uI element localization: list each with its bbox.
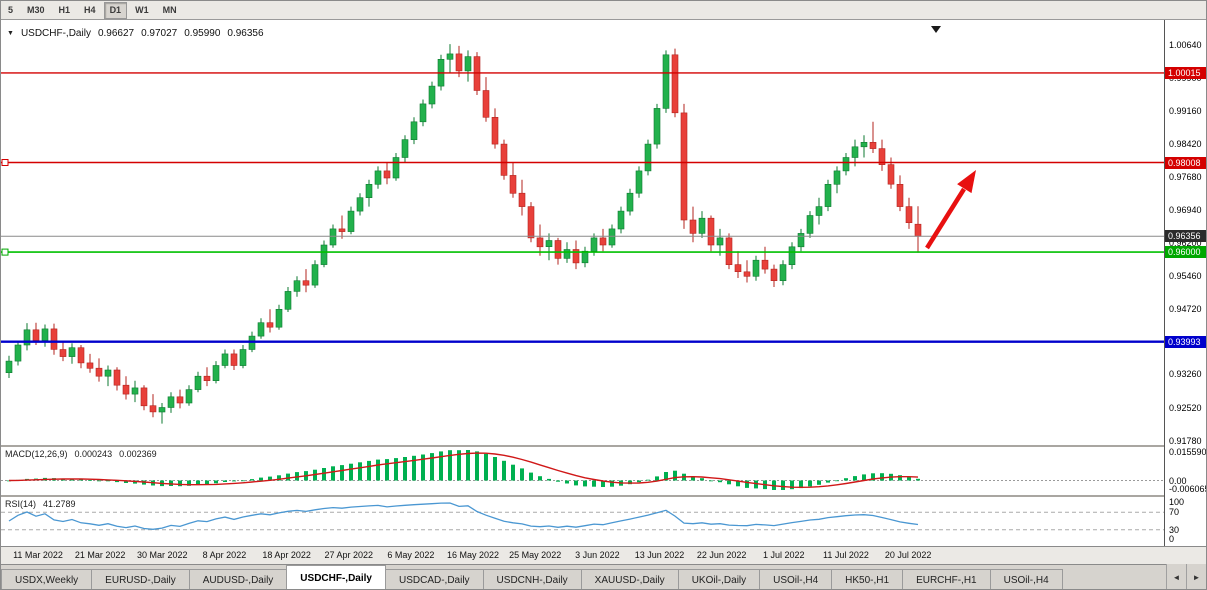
price-axis-tick: 100 — [1169, 497, 1185, 507]
timeframe-button-h4[interactable]: H4 — [84, 5, 96, 15]
date-axis-tick: 25 May 2022 — [509, 550, 562, 560]
symbol-tab-eurusd-daily[interactable]: EURUSD-,Daily — [91, 569, 190, 589]
macd-label: MACD(12,26,9) 0.000243 0.002369 — [5, 449, 157, 459]
date-axis-tick: 11 Mar 2022 — [13, 550, 63, 560]
date-axis-tick: 18 Apr 2022 — [262, 550, 311, 560]
date-axis-tick: 13 Jun 2022 — [634, 550, 685, 560]
date-axis-tick: 11 Jul 2022 — [823, 550, 869, 560]
symbol-tab-audusd-daily[interactable]: AUDUSD-,Daily — [188, 569, 288, 589]
rsi-plot[interactable] — [1, 497, 1164, 545]
symbol-tab-usoil-h4[interactable]: USOil-,H4 — [759, 569, 833, 589]
symbol-tab-bar: USDX,Weekly EURUSD-,Daily AUDUSD-,Daily USD… — [1, 564, 1206, 589]
rsi-label: RSI(14) 41.2789 — [5, 499, 76, 509]
date-axis-tick: 20 Jul 2022 — [884, 550, 932, 560]
chevron-down-icon: ▼ — [7, 30, 14, 37]
symbol-tab-usdcnh-daily[interactable]: USDCNH-,Daily — [482, 569, 582, 589]
legend-symbol: USDCHF-,Daily — [20, 28, 91, 39]
price-axis-tick: 0.96200 — [1169, 238, 1202, 249]
date-axis[interactable]: 11 Mar 2022 21 Mar 2022 30 Mar 2022 8 Apr 2… — [1, 546, 1206, 564]
price-line-label: 0.96000 — [1165, 246, 1206, 259]
chart-legend: ▼ USDCHF-,Daily 0.96627 0.97027 0.95990 … — [7, 28, 264, 39]
chart-area: ▼ USDCHF-,Daily 0.96627 0.97027 0.95990 … — [1, 20, 1164, 546]
price-axis-tick: 0.95460 — [1169, 271, 1202, 282]
price-axis-tick: 70 — [1169, 507, 1180, 518]
legend-open: 0.96627 — [97, 28, 135, 39]
symbol-tab-usoil-h4[interactable]: USOil-,H4 — [989, 569, 1063, 589]
tab-scroll-right-icon[interactable]: ► — [1186, 564, 1206, 589]
price-axis-tick: 0.99160 — [1169, 106, 1202, 117]
price-axis-tick: 0.97680 — [1169, 172, 1202, 183]
macd-plot[interactable] — [1, 447, 1164, 495]
macd-signal-value: 0.002369 — [119, 449, 157, 459]
macd-panel[interactable]: MACD(12,26,9) 0.000243 0.002369 — [1, 445, 1164, 495]
symbol-tab-hk50-h1[interactable]: HK50-,H1 — [831, 569, 904, 589]
symbol-tab-ukoil-daily[interactable]: UKOil-,Daily — [677, 569, 761, 589]
date-axis-tick: 27 Apr 2022 — [324, 550, 374, 560]
price-axis-tick: 0 — [1169, 534, 1175, 544]
symbol-tab-xauusd-daily[interactable]: XAUUSD-,Daily — [580, 569, 679, 589]
symbol-tab-eurchf-h1[interactable]: EURCHF-,H1 — [902, 569, 991, 589]
rsi-name: RSI(14) — [5, 499, 37, 509]
date-axis-tick: 22 Jun 2022 — [696, 550, 747, 560]
timeframe-button-w1[interactable]: W1 — [135, 5, 149, 15]
price-axis-tick: -0.006065 — [1169, 484, 1207, 494]
legend-close: 0.96356 — [227, 28, 264, 39]
date-axis-tick: 6 May 2022 — [387, 550, 435, 560]
price-line-label: 0.96356 — [1165, 230, 1206, 243]
price-axis-tick: 0.00 — [1169, 475, 1187, 486]
symbol-tab-usdchf-daily[interactable]: USDCHF-,Daily — [286, 565, 386, 589]
date-axis-tick: 16 May 2022 — [447, 550, 500, 560]
price-axis-tick: 0.93260 — [1169, 369, 1202, 380]
price-line-label: 0.93993 — [1165, 335, 1206, 348]
date-axis-tick: 3 Jun 2022 — [575, 550, 620, 560]
date-axis-tick: 21 Mar 2022 — [74, 550, 126, 560]
timeframe-button-h1[interactable]: H1 — [58, 5, 71, 15]
price-axis[interactable]: 1.006400.999000.991600.984200.976800.969… — [1164, 20, 1207, 546]
price-axis-tick: 1.00640 — [1169, 40, 1202, 50]
rsi-value: 41.2789 — [43, 499, 76, 509]
date-axis-tick: 1 Jul 2022 — [763, 550, 805, 560]
timeframe-button-mn[interactable]: MN — [162, 5, 177, 15]
timeframe-toolbar: 5 M30 H1 H4 D1 W1 MN — [1, 1, 1206, 20]
date-axis-tick: 8 Apr 2022 — [202, 550, 247, 560]
tab-scroll-left-icon[interactable]: ◄ — [1166, 564, 1186, 589]
tab-scroll-controls: ◄ ► — [1166, 564, 1206, 589]
rsi-panel[interactable]: RSI(14) 41.2789 — [1, 495, 1164, 545]
price-line-label: 1.00015 — [1165, 66, 1206, 79]
chart-shift-marker-icon[interactable] — [931, 26, 941, 33]
price-axis-tick: 0.91780 — [1169, 435, 1202, 446]
price-axis-tick: 30 — [1169, 524, 1180, 535]
macd-main-value: 0.000243 — [74, 449, 113, 459]
price-line-label: 0.98008 — [1165, 156, 1206, 169]
macd-name: MACD(12,26,9) — [5, 449, 68, 459]
timeframe-button-d1[interactable]: D1 — [103, 1, 128, 19]
candlestick-plot[interactable] — [1, 20, 1164, 445]
price-axis-tick: 0.98420 — [1169, 139, 1202, 150]
legend-low: 0.95990 — [184, 28, 221, 39]
date-axis-tick: 30 Mar 2022 — [137, 550, 188, 560]
price-axis-tick: 0.015590 — [1169, 447, 1207, 457]
timeframe-button-5[interactable]: 5 — [8, 5, 14, 15]
symbol-tab-usdcad-daily[interactable]: USDCAD-,Daily — [384, 569, 484, 589]
price-axis-tick: 0.92520 — [1169, 402, 1202, 413]
price-axis-tick: 0.94720 — [1169, 304, 1202, 315]
legend-high: 0.97027 — [141, 28, 178, 39]
price-axis-tick: 0.96940 — [1169, 205, 1202, 216]
main-price-chart[interactable]: ▼ USDCHF-,Daily 0.96627 0.97027 0.95990 … — [1, 20, 1164, 445]
symbol-tab-usdx-weekly[interactable]: USDX,Weekly — [1, 569, 93, 589]
timeframe-button-m30[interactable]: M30 — [27, 5, 45, 15]
